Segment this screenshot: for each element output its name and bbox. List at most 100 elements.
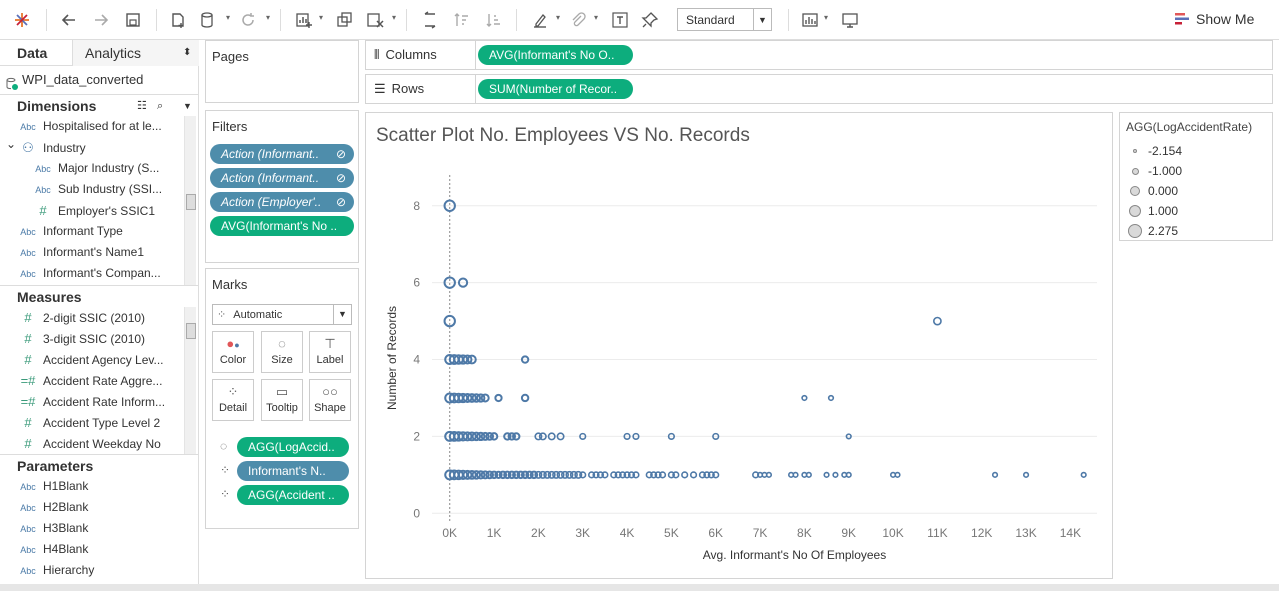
scatter-point[interactable] xyxy=(588,471,596,479)
scatter-point[interactable] xyxy=(516,470,525,480)
highlight-icon[interactable] xyxy=(528,8,552,32)
scatter-point[interactable] xyxy=(520,355,530,364)
filter-pill[interactable]: Action (Employer'.. ⊘ xyxy=(210,192,354,212)
scatter-chart[interactable]: 0 2 4 6 8 0K 1K 2K 3K 4K 5K 6K 7K 8K 9K 10K 11K 12K 13K 14K… xyxy=(366,113,1112,578)
field-item[interactable]: Abc Informant Type xyxy=(0,221,198,242)
measures-scrollbar[interactable] xyxy=(184,307,196,454)
scatter-point[interactable] xyxy=(520,470,530,480)
scatter-point[interactable] xyxy=(534,470,543,479)
size-legend[interactable]: AGG(LogAccidentRate) -2.154 -1.000 0.000 1.… xyxy=(1119,112,1273,241)
scatter-point[interactable] xyxy=(547,470,556,479)
scatter-point[interactable] xyxy=(556,470,565,479)
field-item[interactable]: Abc H3Blank xyxy=(0,518,198,539)
legend-item[interactable]: -2.154 xyxy=(1128,141,1182,161)
detail-button[interactable]: ⁘ Detail xyxy=(212,379,254,421)
scatter-point[interactable] xyxy=(623,471,631,479)
scatter-point[interactable] xyxy=(462,392,473,403)
scatter-point[interactable] xyxy=(632,432,640,441)
tab-data[interactable]: Data xyxy=(17,45,48,61)
new-datasource-icon[interactable] xyxy=(166,8,190,32)
scatter-point[interactable] xyxy=(614,471,622,479)
field-item[interactable]: Abc Informant's Compan... xyxy=(0,263,198,284)
scatter-point[interactable] xyxy=(489,432,499,441)
scatter-point[interactable] xyxy=(574,470,583,479)
color-button[interactable]: ●● Color xyxy=(212,331,254,373)
scatter-point[interactable] xyxy=(547,432,556,441)
scatter-point[interactable] xyxy=(658,471,667,479)
scatter-point[interactable] xyxy=(503,432,512,441)
scatter-point[interactable] xyxy=(698,471,707,479)
field-item[interactable]: Abc Informant's Name1 xyxy=(0,242,198,263)
mark-type-select[interactable]: ⁘ Automatic ▼ xyxy=(212,304,352,325)
field-item[interactable]: #3-digit SSIC (2010) xyxy=(0,328,198,349)
scatter-point[interactable] xyxy=(462,354,473,365)
field-item[interactable]: Abc Hospitalised for at le... xyxy=(0,116,198,137)
text-label-icon[interactable] xyxy=(608,8,632,32)
scatter-point[interactable] xyxy=(485,432,495,441)
scatter-point[interactable] xyxy=(485,470,495,480)
datasource-icon[interactable] xyxy=(196,8,220,32)
columns-shelf[interactable]: ⫴ Columns AVG(Informant's No O.. xyxy=(365,40,1273,70)
scatter-point[interactable] xyxy=(507,432,517,441)
scatter-point[interactable] xyxy=(845,433,852,440)
marks-pill[interactable]: AGG(Accident .. xyxy=(237,485,349,505)
scatter-point[interactable] xyxy=(654,471,662,479)
pages-card[interactable]: Pages xyxy=(205,40,359,103)
marks-pill[interactable]: Informant's N.. xyxy=(237,461,349,481)
scatter-point[interactable] xyxy=(579,432,587,441)
scatter-point[interactable] xyxy=(561,470,570,479)
scatter-point[interactable] xyxy=(552,470,561,479)
scatter-point[interactable] xyxy=(556,432,565,441)
scatter-point[interactable] xyxy=(462,469,473,480)
scatter-point[interactable] xyxy=(543,470,552,479)
datasource-item[interactable]: WPI_data_converted xyxy=(0,66,198,94)
scatter-point[interactable] xyxy=(471,431,482,442)
view-list-icon[interactable]: ☷ xyxy=(137,100,147,112)
scatter-point[interactable] xyxy=(467,469,477,480)
undo-icon[interactable] xyxy=(57,8,81,32)
pin-icon[interactable] xyxy=(638,8,662,32)
scatter-point[interactable] xyxy=(520,393,530,403)
field-item[interactable]: # Accident Type Level 2 xyxy=(0,412,198,433)
scatter-point[interactable] xyxy=(712,432,720,441)
field-item[interactable]: Abc Sub Industry (SSI... xyxy=(0,179,198,200)
scatter-point[interactable] xyxy=(801,394,808,402)
legend-item[interactable]: 0.000 xyxy=(1128,181,1178,201)
scatter-point[interactable] xyxy=(467,431,477,442)
scatter-point[interactable] xyxy=(467,393,477,403)
scatter-point[interactable] xyxy=(703,471,711,479)
scatter-point[interactable] xyxy=(467,354,477,365)
scatter-point[interactable] xyxy=(443,199,456,212)
scatter-point[interactable] xyxy=(623,432,631,441)
legend-item[interactable]: 2.275 xyxy=(1128,221,1178,241)
scatter-point[interactable] xyxy=(489,470,499,480)
scroll-thumb[interactable] xyxy=(186,194,196,210)
scatter-point[interactable] xyxy=(498,470,508,480)
field-item[interactable]: Abc H2Blank xyxy=(0,497,198,518)
scatter-point[interactable] xyxy=(792,471,799,478)
field-item[interactable]: Abc Hierarchy xyxy=(0,560,198,581)
scatter-point[interactable] xyxy=(538,432,547,441)
scatter-point[interactable] xyxy=(538,470,547,479)
scatter-point[interactable] xyxy=(494,393,503,403)
scatter-point[interactable] xyxy=(845,471,852,478)
sort-descending-icon[interactable] xyxy=(482,8,506,32)
scatter-point[interactable] xyxy=(476,470,486,480)
shape-button[interactable]: ○○ Shape xyxy=(309,379,351,421)
redo-icon[interactable] xyxy=(89,8,113,32)
scatter-point[interactable] xyxy=(681,471,689,479)
scatter-point[interactable] xyxy=(610,471,618,479)
tableau-logo-icon[interactable] xyxy=(10,8,34,32)
scatter-point[interactable] xyxy=(632,471,640,479)
scatter-point[interactable] xyxy=(765,471,773,478)
scatter-point[interactable] xyxy=(894,471,901,478)
label-button[interactable]: ⊤ Label xyxy=(309,331,351,373)
scatter-point[interactable] xyxy=(494,470,503,479)
columns-pill[interactable]: AVG(Informant's No O.. xyxy=(478,45,633,65)
search-icon[interactable]: ⌕ xyxy=(157,100,164,112)
save-icon[interactable] xyxy=(121,8,145,32)
tooltip-button[interactable]: ▭ Tooltip xyxy=(261,379,303,421)
scatter-point[interactable] xyxy=(707,471,715,479)
scatter-point[interactable] xyxy=(525,470,534,480)
scatter-point[interactable] xyxy=(672,471,680,479)
